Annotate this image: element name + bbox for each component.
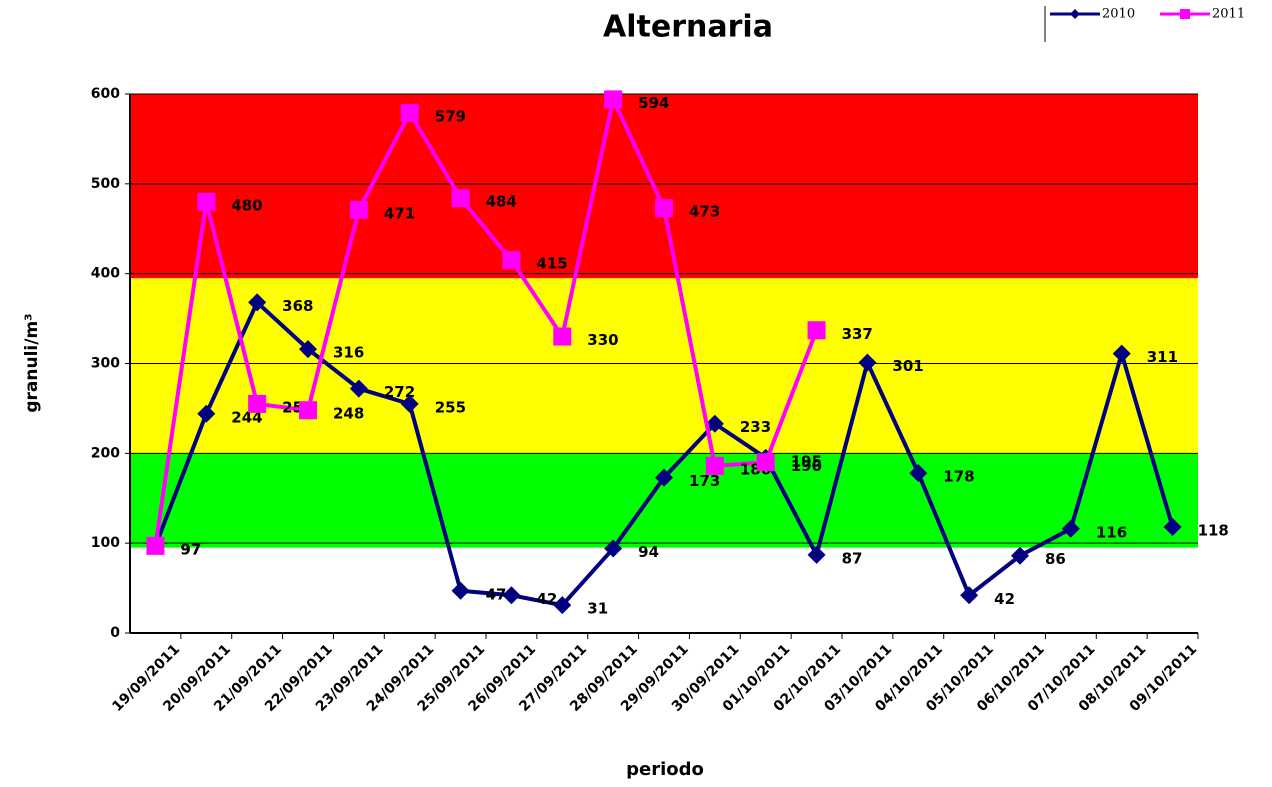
data-label: 42	[536, 590, 557, 608]
marker	[197, 404, 216, 423]
y-tick-label: 200	[91, 445, 120, 461]
y-tick-label: 100	[91, 535, 120, 551]
y-tick-label: 300	[91, 356, 120, 372]
data-label: 195	[791, 452, 822, 470]
marker	[858, 353, 877, 372]
data-label: 94	[638, 543, 659, 561]
data-label: 311	[1147, 348, 1178, 366]
legend-label: 2011	[1212, 7, 1245, 22]
y-tick-label: 0	[110, 625, 120, 641]
legend-marker	[1070, 9, 1080, 19]
marker	[451, 189, 470, 208]
marker	[756, 453, 775, 472]
legend-marker	[1180, 9, 1190, 19]
data-label: 272	[384, 383, 415, 401]
x-axis-title: periodo	[626, 759, 704, 780]
marker	[349, 200, 368, 219]
marker	[909, 464, 928, 483]
data-label: 579	[435, 107, 466, 125]
marker	[960, 586, 979, 605]
data-label: 255	[435, 398, 466, 416]
data-label: 97	[180, 540, 201, 558]
marker	[248, 293, 267, 312]
data-label: 248	[333, 405, 364, 423]
data-label: 594	[638, 94, 669, 112]
data-label: 233	[740, 418, 771, 436]
marker	[146, 536, 165, 555]
data-label: 480	[231, 196, 262, 214]
data-label: 116	[1096, 523, 1127, 541]
data-label: 415	[536, 255, 567, 273]
data-label: 118	[1198, 521, 1229, 539]
data-label: 316	[333, 344, 364, 362]
data-label: 47	[486, 585, 507, 603]
marker	[807, 545, 826, 564]
marker	[248, 394, 267, 413]
y-axis-title: granuli/m³	[22, 313, 42, 412]
marker	[502, 586, 521, 605]
data-label: 87	[842, 549, 863, 567]
marker	[655, 199, 673, 218]
marker	[807, 321, 826, 340]
data-label: 178	[943, 468, 974, 486]
band	[130, 94, 1198, 279]
data-label: 190	[791, 457, 822, 475]
data-label: 337	[842, 325, 873, 343]
data-label: 471	[384, 204, 415, 222]
marker	[604, 539, 623, 558]
marker	[400, 103, 419, 122]
marker	[400, 394, 419, 413]
data-label: 330	[587, 331, 618, 349]
marker	[553, 596, 572, 615]
data-label: 86	[1045, 550, 1066, 568]
marker	[197, 192, 216, 211]
y-tick-label: 400	[91, 266, 120, 282]
marker	[502, 251, 521, 270]
marker	[553, 327, 572, 346]
y-tick-label: 600	[91, 86, 120, 102]
marker	[451, 581, 470, 600]
data-label: 473	[689, 203, 720, 221]
y-tick-label: 500	[91, 176, 120, 192]
marker	[604, 90, 623, 109]
marker	[1163, 517, 1182, 536]
marker	[1061, 519, 1080, 538]
marker	[349, 379, 368, 398]
band	[130, 278, 1198, 454]
data-label: 42	[994, 590, 1015, 608]
marker	[655, 468, 673, 487]
marker	[299, 401, 317, 420]
marker	[1112, 344, 1131, 363]
data-label: 301	[892, 357, 923, 375]
marker	[299, 340, 317, 359]
marker	[1011, 546, 1029, 565]
chart-title: Alternaria	[603, 10, 773, 45]
data-label: 31	[587, 600, 608, 618]
band	[130, 453, 1198, 548]
data-label: 368	[282, 297, 313, 315]
legend-label: 2010	[1102, 7, 1135, 22]
marker	[705, 414, 724, 433]
data-label: 97	[180, 540, 201, 558]
marker	[705, 456, 724, 475]
data-label: 484	[486, 193, 517, 211]
data-label: 173	[689, 472, 720, 490]
